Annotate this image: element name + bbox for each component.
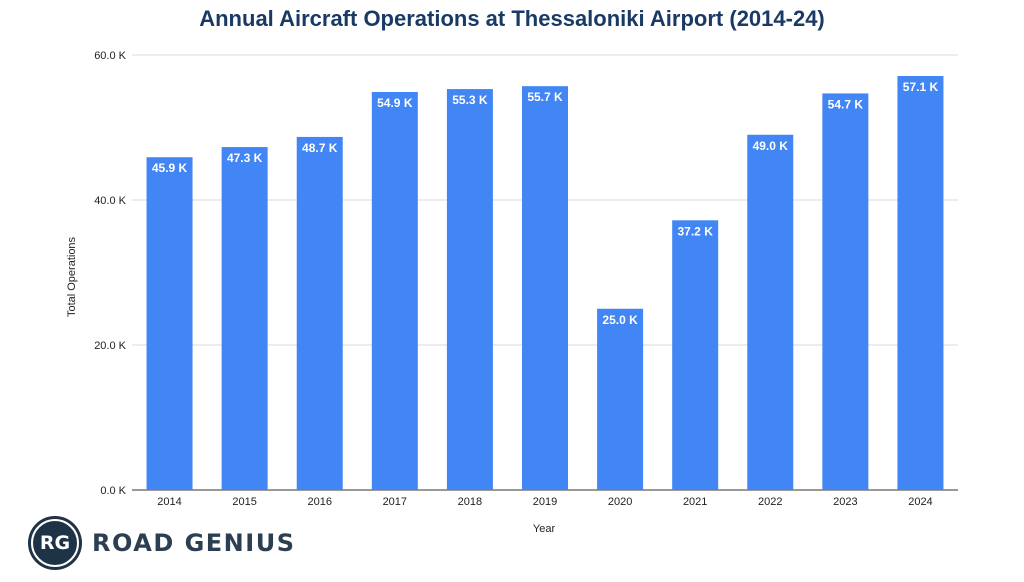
data-label: 55.7 K xyxy=(527,90,563,104)
x-tick-label: 2017 xyxy=(383,496,407,508)
y-tick-label: 20.0 K xyxy=(94,340,126,352)
brand-logo: RG ROAD GENIUS xyxy=(28,514,295,572)
x-tick-label: 2018 xyxy=(458,496,482,508)
data-label: 45.9 K xyxy=(152,161,188,175)
data-label: 55.3 K xyxy=(452,93,488,107)
x-tick-label: 2022 xyxy=(758,496,782,508)
y-tick-label: 0.0 K xyxy=(100,485,126,497)
y-tick-label: 40.0 K xyxy=(94,195,126,207)
y-tick-label: 60.0 K xyxy=(94,50,126,62)
x-tick-label: 2014 xyxy=(157,496,181,508)
brand-name: ROAD GENIUS xyxy=(92,529,296,557)
bar xyxy=(897,76,944,491)
data-label: 49.0 K xyxy=(753,139,789,153)
data-label: 57.1 K xyxy=(903,80,939,94)
brand-badge-icon: RG xyxy=(28,516,82,570)
x-tick-label: 2015 xyxy=(232,496,256,508)
bar xyxy=(672,220,719,491)
bar xyxy=(822,93,869,491)
bar xyxy=(597,308,644,490)
x-tick-label: 2024 xyxy=(908,496,932,508)
x-tick-label: 2021 xyxy=(683,496,707,508)
x-axis-label: Year xyxy=(533,523,556,535)
data-label: 54.7 K xyxy=(828,97,864,111)
data-label: 48.7 K xyxy=(302,141,338,155)
x-tick-label: 2023 xyxy=(833,496,857,508)
data-label: 47.3 K xyxy=(227,151,263,165)
data-label: 37.2 K xyxy=(678,224,714,238)
data-label: 54.9 K xyxy=(377,96,413,110)
x-tick-label: 2019 xyxy=(533,496,557,508)
y-axis-label: Total Operations xyxy=(66,236,78,317)
bar xyxy=(446,89,493,490)
chart-title: Annual Aircraft Operations at Thessaloni… xyxy=(199,6,825,31)
bar xyxy=(296,136,343,491)
bar xyxy=(146,157,193,490)
bar xyxy=(371,91,418,490)
bar xyxy=(221,147,268,490)
bar xyxy=(522,86,568,491)
bar xyxy=(747,134,794,490)
data-label: 25.0 K xyxy=(602,313,638,327)
x-tick-label: 2016 xyxy=(307,496,331,508)
x-tick-label: 2020 xyxy=(608,496,632,508)
brand-initials: RG xyxy=(39,532,71,554)
